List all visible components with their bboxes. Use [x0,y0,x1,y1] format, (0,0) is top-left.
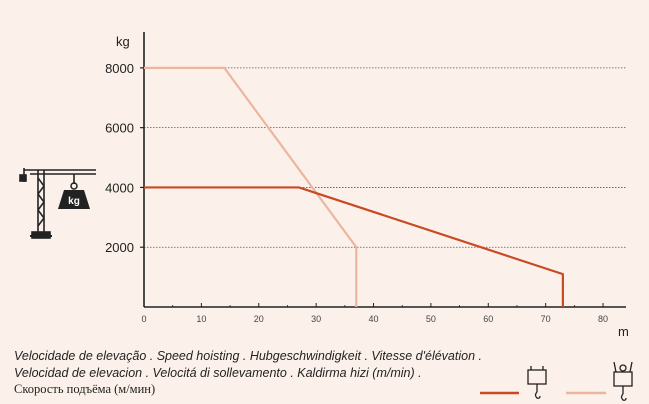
y-tick-label: 4000 [105,180,134,195]
x-tick-label: 60 [483,314,493,324]
y-tick-label: 8000 [105,61,134,76]
y-axis-label: kg [116,34,130,49]
tower-crane-icon [19,168,96,239]
x-tick-label: 30 [311,314,321,324]
y-tick-label: 6000 [105,121,134,136]
kg-weight-icon: kg [58,182,90,209]
caption-line-1: Velocidade de elevação . Speed hoisting … [14,349,482,363]
series-line-light [144,66,358,307]
single-fall-hook-icon [527,366,547,399]
x-tick-label: 20 [254,314,264,324]
series [144,66,564,307]
double-fall-hook-icon [613,361,633,401]
x-tick-label: 0 [141,314,146,324]
ticks: 2000 4000 6000 8000 0 10 20 30 40 50 60 70 80 [105,61,608,324]
x-tick-label: 40 [369,314,379,324]
y-tick-label: 2000 [105,240,134,255]
x-axis-label: m [618,324,629,339]
caption-line-2: Velocidad de elevacion . Velocitá di sol… [14,366,422,380]
grid [144,67,626,248]
x-tick-label: 70 [541,314,551,324]
axes [143,32,626,308]
x-tick-label: 10 [196,314,206,324]
caption-line-3: Скорость подъёма (м/мин) [14,382,156,396]
weight-label: kg [68,196,80,207]
x-tick-label: 50 [426,314,436,324]
x-tick-label: 80 [598,314,608,324]
series-line-dark [144,186,564,307]
